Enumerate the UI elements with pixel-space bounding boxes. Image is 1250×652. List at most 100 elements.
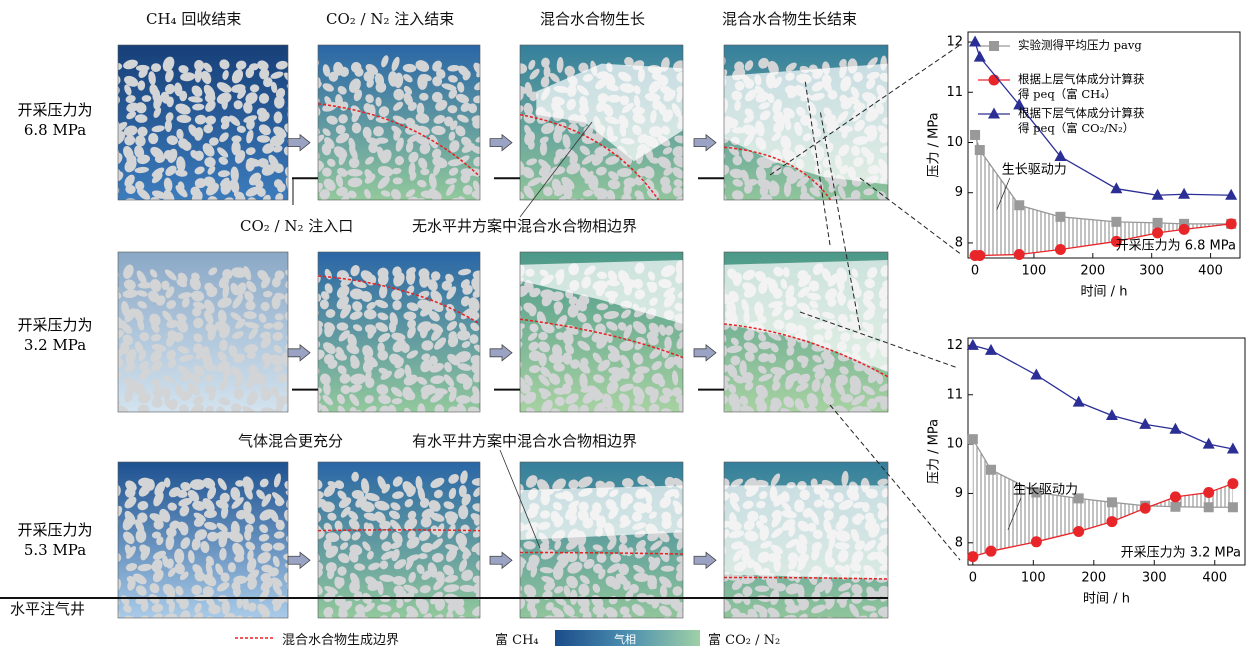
pebble — [890, 573, 904, 587]
marker — [970, 130, 980, 140]
pebble — [288, 359, 299, 372]
panel — [711, 252, 910, 432]
legend-label: 气相 — [614, 631, 636, 647]
pebble — [895, 159, 904, 173]
figure: 010020030040089101112时间 / h压力 / MPa生长驱动力… — [0, 0, 1250, 652]
pebble — [584, 417, 595, 428]
pebble — [889, 175, 907, 191]
x-tick-label: 300 — [1142, 571, 1167, 586]
pebble — [509, 146, 522, 157]
x-axis-label: 时间 / h — [1083, 592, 1130, 607]
pebble — [218, 413, 231, 426]
pebble — [713, 158, 725, 170]
pebble — [893, 105, 904, 120]
pebble — [893, 313, 909, 331]
pebble — [893, 158, 905, 166]
pebble — [287, 372, 298, 383]
y-tick-label: 8 — [955, 535, 963, 550]
marker — [1226, 218, 1237, 229]
pebble — [893, 329, 904, 341]
pebble — [862, 199, 875, 212]
pebble — [646, 417, 659, 431]
pebble — [671, 416, 683, 427]
pebble — [563, 414, 576, 427]
pebble — [891, 102, 901, 116]
pebble — [887, 187, 902, 204]
marker — [974, 250, 985, 261]
marker — [989, 75, 1000, 86]
marker — [985, 546, 996, 557]
drive-label: 生长驱动力 — [1002, 163, 1067, 178]
condition-label: 开采压力为 6.8 MPa — [1116, 239, 1236, 254]
pebble — [731, 199, 744, 211]
legend-label: 实验测得平均压力 pavg — [1018, 38, 1146, 53]
pebble — [190, 412, 204, 427]
marker — [1014, 200, 1024, 210]
legend-label: 根据下层气体成分计算获得 peq（富 CO₂/N₂） — [1018, 106, 1146, 136]
panel — [306, 462, 489, 630]
pebble — [287, 614, 301, 627]
y-tick-label: 11 — [946, 387, 963, 402]
panel — [305, 45, 490, 214]
pebble — [287, 91, 302, 104]
pebble — [888, 581, 899, 595]
marker — [1203, 487, 1214, 498]
panel — [106, 252, 302, 433]
pebble — [308, 417, 320, 429]
pebble — [840, 410, 854, 425]
step-arrow — [288, 345, 310, 361]
pebble — [120, 418, 135, 433]
pebble — [390, 199, 403, 209]
annotation: 气体混合更充分 — [238, 430, 343, 451]
pebble — [755, 417, 770, 426]
panel — [711, 462, 908, 632]
pebble — [891, 384, 905, 399]
pebble — [289, 303, 299, 310]
pebble — [888, 281, 896, 294]
pebble — [888, 388, 905, 406]
marker — [1170, 502, 1180, 512]
pebble — [714, 270, 725, 280]
marker — [967, 551, 978, 562]
pebble — [391, 411, 404, 428]
y-tick-label: 9 — [955, 486, 963, 501]
pebble — [822, 416, 835, 428]
pebble — [851, 413, 868, 426]
pebble — [864, 413, 877, 428]
marker — [1203, 438, 1215, 449]
marker — [1107, 497, 1117, 507]
pebble — [506, 528, 521, 545]
marker — [1073, 396, 1085, 407]
inlet-label: CO₂ / N₂ 注入口 — [240, 215, 353, 236]
marker — [1228, 502, 1238, 512]
pebble — [106, 541, 118, 554]
marker — [1178, 188, 1190, 199]
pebble — [876, 414, 890, 430]
pebble — [893, 142, 905, 153]
pebble — [890, 521, 904, 534]
step-arrow — [490, 345, 512, 361]
legend-label: 根据上层气体成分计算获得 peq（富 CH₄） — [1018, 72, 1146, 102]
x-axis-label: 时间 / h — [1081, 285, 1128, 300]
marker — [1153, 218, 1163, 228]
marker — [1055, 244, 1066, 255]
pebble — [794, 415, 810, 432]
pebble — [286, 513, 304, 530]
pebble — [309, 603, 319, 618]
y-tick-label: 12 — [946, 35, 963, 50]
pebble — [647, 201, 656, 212]
pebble — [713, 94, 725, 105]
step-arrow — [288, 135, 310, 151]
step-arrow — [288, 552, 310, 568]
pebble — [307, 542, 319, 554]
column-header: CO₂ / N₂ 注入结束 — [326, 8, 454, 29]
step-arrow — [694, 552, 716, 568]
marker — [1106, 516, 1117, 527]
pebble — [891, 124, 905, 137]
marker — [1055, 212, 1065, 222]
pebble — [785, 412, 798, 426]
y-tick-label: 10 — [946, 135, 963, 150]
pebble — [893, 370, 904, 382]
pebble — [508, 121, 521, 138]
panel — [506, 462, 692, 630]
